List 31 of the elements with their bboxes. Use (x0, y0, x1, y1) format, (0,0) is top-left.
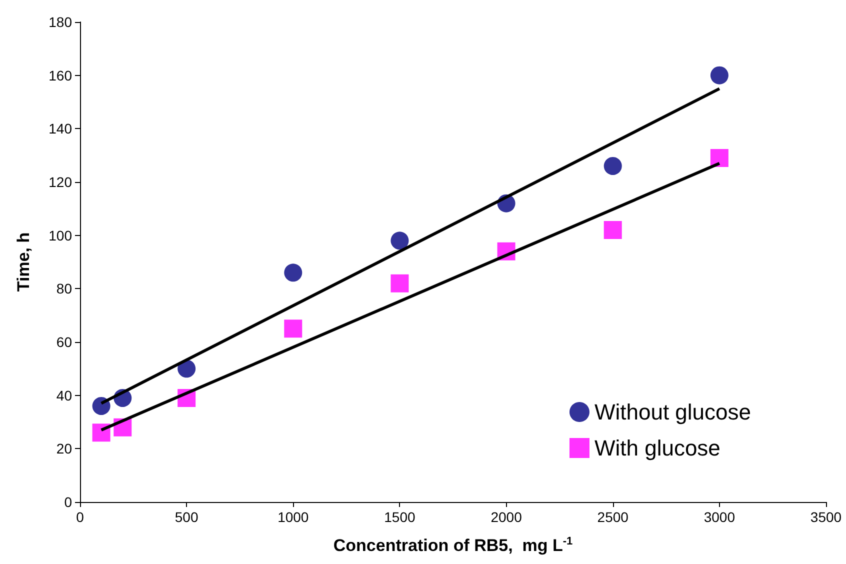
y-tick-label: 180 (48, 14, 72, 30)
y-tick-label: 140 (48, 120, 72, 137)
point (92, 424, 110, 442)
y-tick-label: 160 (48, 67, 72, 84)
point (390, 232, 409, 250)
point (92, 397, 110, 415)
y-tick-label: 120 (48, 174, 72, 190)
y-tick-label: 40 (56, 387, 72, 404)
point (284, 264, 302, 282)
y-tick-label: 100 (48, 227, 72, 244)
x-tick-label: 2000 (490, 509, 522, 525)
x-tick-label: 3000 (704, 509, 736, 525)
x-tick-label: 1000 (278, 509, 309, 525)
point (710, 149, 728, 167)
y-tick-label: 80 (56, 280, 72, 297)
y-tick-label: 0 (64, 494, 72, 510)
x-tick-label: 1500 (384, 509, 416, 525)
legend-label: With glucose (594, 436, 720, 460)
x-tick-label: 500 (174, 509, 198, 525)
legend-label: Without glucose (594, 400, 752, 424)
point (604, 157, 622, 175)
y-axis-title: Time, h (14, 232, 33, 292)
point (390, 274, 409, 292)
x-tick-label: 0 (76, 509, 84, 525)
y-tick-label: 60 (56, 334, 72, 350)
point (604, 221, 622, 239)
y-tick-label: 20 (56, 440, 72, 457)
x-tick-label: 3500 (810, 509, 842, 525)
x-tick-label: 2500 (597, 509, 629, 525)
point (284, 320, 302, 338)
point (710, 66, 728, 84)
